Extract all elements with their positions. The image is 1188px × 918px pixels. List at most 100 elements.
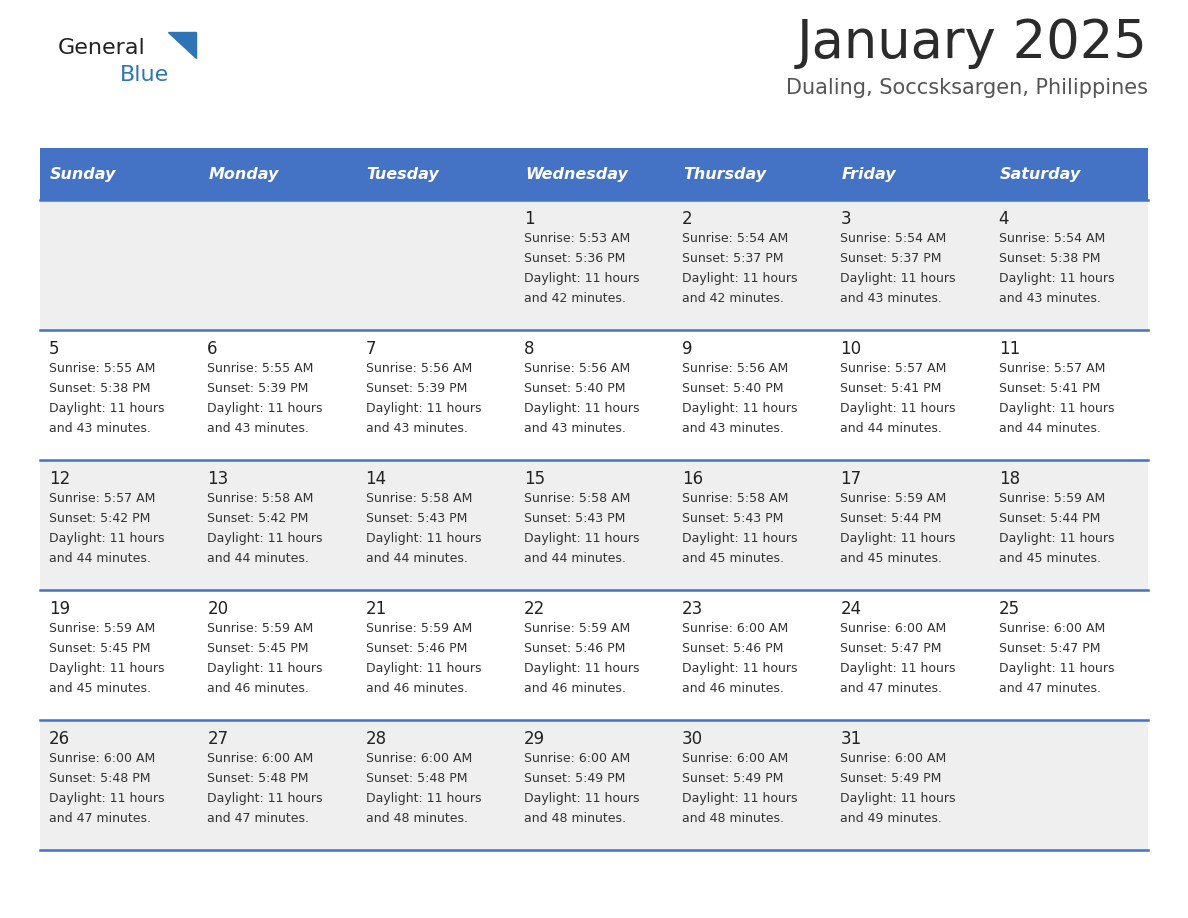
Text: Daylight: 11 hours: Daylight: 11 hours	[524, 662, 639, 675]
Text: Sunset: 5:42 PM: Sunset: 5:42 PM	[207, 512, 309, 525]
Text: 28: 28	[366, 730, 387, 748]
Text: Friday: Friday	[841, 166, 896, 182]
Text: and 43 minutes.: and 43 minutes.	[524, 422, 626, 435]
Text: 4: 4	[999, 210, 1010, 228]
Text: Sunset: 5:43 PM: Sunset: 5:43 PM	[682, 512, 784, 525]
Bar	[356, 148, 514, 200]
Text: and 44 minutes.: and 44 minutes.	[207, 552, 309, 565]
Text: Sunset: 5:48 PM: Sunset: 5:48 PM	[207, 772, 309, 785]
Text: Sunset: 5:36 PM: Sunset: 5:36 PM	[524, 252, 625, 265]
Text: 17: 17	[840, 470, 861, 488]
Text: 26: 26	[49, 730, 70, 748]
Text: and 43 minutes.: and 43 minutes.	[366, 422, 467, 435]
Text: Sunrise: 5:56 AM: Sunrise: 5:56 AM	[524, 362, 630, 375]
Text: Sunset: 5:47 PM: Sunset: 5:47 PM	[999, 642, 1100, 655]
Text: and 46 minutes.: and 46 minutes.	[207, 682, 309, 695]
Text: Daylight: 11 hours: Daylight: 11 hours	[366, 662, 481, 675]
Text: and 42 minutes.: and 42 minutes.	[682, 292, 784, 305]
Text: and 48 minutes.: and 48 minutes.	[682, 812, 784, 825]
Text: and 47 minutes.: and 47 minutes.	[840, 682, 942, 695]
Text: and 43 minutes.: and 43 minutes.	[207, 422, 309, 435]
Text: Sunrise: 5:54 AM: Sunrise: 5:54 AM	[840, 232, 947, 245]
Text: Sunrise: 5:58 AM: Sunrise: 5:58 AM	[524, 492, 630, 505]
Polygon shape	[168, 32, 196, 58]
Text: Sunrise: 6:00 AM: Sunrise: 6:00 AM	[524, 752, 630, 765]
Text: Sunset: 5:38 PM: Sunset: 5:38 PM	[999, 252, 1100, 265]
Text: Sunrise: 6:00 AM: Sunrise: 6:00 AM	[682, 622, 789, 635]
Text: Daylight: 11 hours: Daylight: 11 hours	[207, 532, 323, 545]
Text: Daylight: 11 hours: Daylight: 11 hours	[207, 792, 323, 805]
Text: Sunrise: 5:57 AM: Sunrise: 5:57 AM	[840, 362, 947, 375]
Text: Sunrise: 5:58 AM: Sunrise: 5:58 AM	[366, 492, 472, 505]
Bar	[40, 148, 198, 200]
Text: and 46 minutes.: and 46 minutes.	[682, 682, 784, 695]
Text: Daylight: 11 hours: Daylight: 11 hours	[999, 662, 1114, 675]
Text: Daylight: 11 hours: Daylight: 11 hours	[524, 402, 639, 415]
Text: and 46 minutes.: and 46 minutes.	[366, 682, 467, 695]
Text: and 44 minutes.: and 44 minutes.	[49, 552, 151, 565]
Text: Daylight: 11 hours: Daylight: 11 hours	[366, 402, 481, 415]
Text: 11: 11	[999, 340, 1020, 358]
Text: Daylight: 11 hours: Daylight: 11 hours	[49, 532, 164, 545]
Text: Sunrise: 5:55 AM: Sunrise: 5:55 AM	[49, 362, 156, 375]
Text: Daylight: 11 hours: Daylight: 11 hours	[366, 532, 481, 545]
Text: Daylight: 11 hours: Daylight: 11 hours	[840, 662, 956, 675]
Text: Sunrise: 5:54 AM: Sunrise: 5:54 AM	[999, 232, 1105, 245]
Text: and 45 minutes.: and 45 minutes.	[49, 682, 151, 695]
Text: Daylight: 11 hours: Daylight: 11 hours	[682, 532, 797, 545]
Bar	[40, 330, 1148, 460]
Text: Sunrise: 6:00 AM: Sunrise: 6:00 AM	[366, 752, 472, 765]
Text: Daylight: 11 hours: Daylight: 11 hours	[999, 272, 1114, 285]
Text: General: General	[58, 38, 146, 58]
Text: Daylight: 11 hours: Daylight: 11 hours	[49, 402, 164, 415]
Text: Sunrise: 5:56 AM: Sunrise: 5:56 AM	[682, 362, 789, 375]
Text: Sunrise: 5:59 AM: Sunrise: 5:59 AM	[366, 622, 472, 635]
Text: Daylight: 11 hours: Daylight: 11 hours	[524, 532, 639, 545]
Text: Sunset: 5:44 PM: Sunset: 5:44 PM	[999, 512, 1100, 525]
Text: Sunrise: 5:55 AM: Sunrise: 5:55 AM	[207, 362, 314, 375]
Text: Sunset: 5:49 PM: Sunset: 5:49 PM	[840, 772, 942, 785]
Text: Sunset: 5:37 PM: Sunset: 5:37 PM	[840, 252, 942, 265]
Text: and 42 minutes.: and 42 minutes.	[524, 292, 626, 305]
Text: Saturday: Saturday	[1000, 166, 1081, 182]
Text: Sunset: 5:41 PM: Sunset: 5:41 PM	[840, 382, 942, 395]
Text: Sunrise: 5:59 AM: Sunrise: 5:59 AM	[840, 492, 947, 505]
Text: 9: 9	[682, 340, 693, 358]
Text: 16: 16	[682, 470, 703, 488]
Text: and 44 minutes.: and 44 minutes.	[366, 552, 467, 565]
Text: Sunrise: 5:59 AM: Sunrise: 5:59 AM	[524, 622, 630, 635]
Bar	[674, 148, 832, 200]
Text: 6: 6	[207, 340, 217, 358]
Text: Daylight: 11 hours: Daylight: 11 hours	[366, 792, 481, 805]
Text: Daylight: 11 hours: Daylight: 11 hours	[682, 272, 797, 285]
Text: Sunrise: 5:54 AM: Sunrise: 5:54 AM	[682, 232, 789, 245]
Text: and 45 minutes.: and 45 minutes.	[682, 552, 784, 565]
Text: and 44 minutes.: and 44 minutes.	[524, 552, 626, 565]
Text: Sunday: Sunday	[50, 166, 116, 182]
Text: Daylight: 11 hours: Daylight: 11 hours	[49, 662, 164, 675]
Text: Dualing, Soccsksargen, Philippines: Dualing, Soccsksargen, Philippines	[786, 78, 1148, 98]
Text: Sunrise: 5:59 AM: Sunrise: 5:59 AM	[207, 622, 314, 635]
Text: 15: 15	[524, 470, 545, 488]
Text: Daylight: 11 hours: Daylight: 11 hours	[999, 402, 1114, 415]
Text: Sunrise: 6:00 AM: Sunrise: 6:00 AM	[840, 622, 947, 635]
Text: and 45 minutes.: and 45 minutes.	[840, 552, 942, 565]
Text: Sunrise: 5:53 AM: Sunrise: 5:53 AM	[524, 232, 630, 245]
Text: 27: 27	[207, 730, 228, 748]
Text: Daylight: 11 hours: Daylight: 11 hours	[49, 792, 164, 805]
Text: 10: 10	[840, 340, 861, 358]
Text: Tuesday: Tuesday	[367, 166, 440, 182]
Text: Daylight: 11 hours: Daylight: 11 hours	[840, 402, 956, 415]
Text: Daylight: 11 hours: Daylight: 11 hours	[682, 402, 797, 415]
Text: Sunset: 5:46 PM: Sunset: 5:46 PM	[682, 642, 784, 655]
Text: Sunrise: 5:57 AM: Sunrise: 5:57 AM	[999, 362, 1105, 375]
Text: 8: 8	[524, 340, 535, 358]
Text: and 43 minutes.: and 43 minutes.	[49, 422, 151, 435]
Text: Sunrise: 5:57 AM: Sunrise: 5:57 AM	[49, 492, 156, 505]
Text: Sunset: 5:45 PM: Sunset: 5:45 PM	[49, 642, 151, 655]
Text: 22: 22	[524, 600, 545, 618]
Text: and 45 minutes.: and 45 minutes.	[999, 552, 1101, 565]
Bar	[40, 590, 1148, 720]
Text: Blue: Blue	[120, 65, 169, 85]
Text: Sunrise: 5:58 AM: Sunrise: 5:58 AM	[682, 492, 789, 505]
